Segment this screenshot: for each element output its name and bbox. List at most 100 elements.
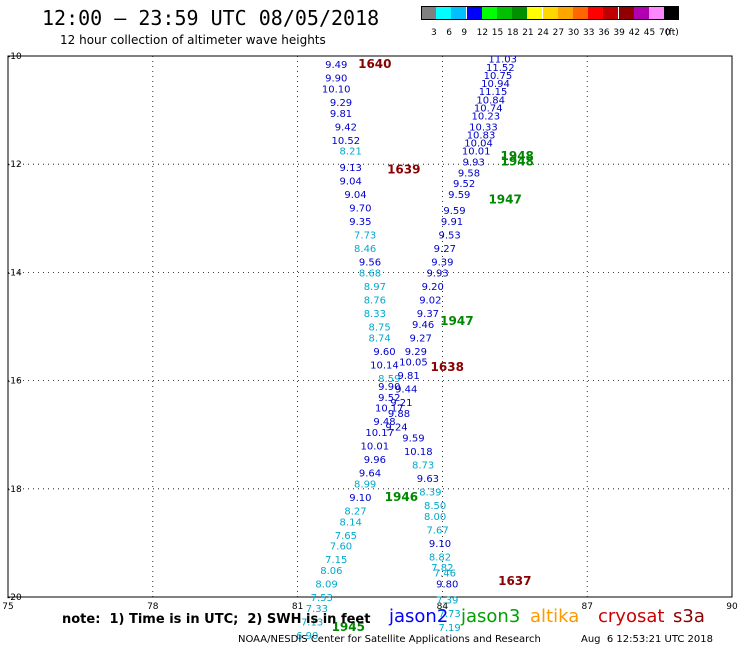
wave-height-label: 10.33 xyxy=(469,122,498,133)
x-tick-label: 75 xyxy=(2,602,13,612)
wave-height-label: 9.93 xyxy=(463,157,485,168)
wave-height-label: 10.10 xyxy=(322,84,351,95)
wave-height-label: 9.70 xyxy=(349,203,371,214)
y-tick-label: -10 xyxy=(7,52,22,62)
wave-height-label: 9.91 xyxy=(441,217,463,228)
colorbar-swatch xyxy=(618,6,634,20)
satellite-altika: altika xyxy=(530,606,580,627)
map-frame xyxy=(7,55,733,598)
wave-height-label: 7.33 xyxy=(306,604,328,615)
x-tick-label: 84 xyxy=(437,602,449,612)
colorbar-label: 45 xyxy=(643,28,656,38)
wave-height-label: 11.52 xyxy=(486,63,515,74)
wave-height-label: 9.29 xyxy=(405,347,427,358)
x-tick-label: 81 xyxy=(292,602,303,612)
x-tick-label: 87 xyxy=(581,602,592,612)
colorbar-label: 33 xyxy=(583,28,595,38)
colorbar-label: 42 xyxy=(628,28,641,38)
wave-height-label: 8.21 xyxy=(340,147,362,158)
colorbar-swatch xyxy=(421,6,436,20)
wave-height-label: 9.46 xyxy=(412,320,434,331)
y-tick-label: -14 xyxy=(7,268,22,278)
wave-height-label: 9.21 xyxy=(390,398,412,409)
wave-height-label: 10.17 xyxy=(365,428,394,439)
wave-height-label: 9.59 xyxy=(402,433,424,444)
wave-height-label: 11.15 xyxy=(479,87,508,98)
time-label: 1638 xyxy=(431,360,464,374)
wave-height-label: 7.73 xyxy=(439,609,461,620)
wave-height-label: 8.46 xyxy=(354,244,376,255)
wave-height-label: 9.27 xyxy=(410,333,432,344)
wave-height-label: 9.81 xyxy=(397,371,419,382)
wave-height-label: 10.75 xyxy=(484,71,513,82)
x-tick-label: 90 xyxy=(726,602,738,612)
wave-height-label: 8.14 xyxy=(340,517,362,528)
footer-timestamp: Aug 6 12:53:21 UTC 2018 xyxy=(581,634,713,645)
wave-height-label: 7.15 xyxy=(325,555,347,566)
wave-height-label: 9.52 xyxy=(453,179,475,190)
wave-height-label: 9.90 xyxy=(378,382,400,393)
wave-height-label: 9.24 xyxy=(385,423,407,434)
wave-height-label: 10.14 xyxy=(370,360,399,371)
wave-height-label: 7.60 xyxy=(330,542,352,553)
colorbar-label: 39 xyxy=(613,28,625,38)
time-label: 1948 xyxy=(501,149,534,163)
colorbar-label: 12 xyxy=(476,28,489,38)
wave-height-label: 8.75 xyxy=(369,323,391,334)
wave-height-label: 8.68 xyxy=(359,268,381,279)
wave-height-label: 9.39 xyxy=(431,258,453,269)
wave-height-label: 8.76 xyxy=(364,295,386,306)
page-subtitle: 12 hour collection of altimeter wave hei… xyxy=(60,33,326,47)
time-label: 1947 xyxy=(440,314,473,328)
wave-height-label: 10.52 xyxy=(332,136,361,147)
wave-height-label: 9.20 xyxy=(422,282,444,293)
colorbar-swatch xyxy=(436,6,452,20)
wave-height-label: 9.27 xyxy=(434,244,456,255)
wave-height-label: 10.23 xyxy=(472,112,501,123)
wave-height-label: 10.04 xyxy=(464,139,493,150)
time-label: 1947 xyxy=(488,192,521,206)
wave-height-label: 9.93 xyxy=(426,268,448,279)
wave-height-label: 9.48 xyxy=(373,417,395,428)
wave-height-label: 7.19 xyxy=(439,623,461,634)
wave-height-label: 6.90 xyxy=(296,631,318,642)
colorbar-swatch xyxy=(466,6,482,20)
colorbar-swatch xyxy=(649,6,664,20)
colorbar-label: 70 xyxy=(659,28,671,38)
colorbar-swatch xyxy=(451,6,467,20)
wave-height-label: 10.17 xyxy=(375,404,404,415)
colorbar-label: 18 xyxy=(507,28,519,38)
y-tick-label: -16 xyxy=(7,377,22,387)
wave-height-label: 8.39 xyxy=(419,488,441,499)
colorbar-swatch xyxy=(557,6,573,20)
wave-height-label: 10.18 xyxy=(404,447,433,458)
wave-height-label: 8.00 xyxy=(424,512,446,523)
colorbar-label: 21 xyxy=(522,28,534,38)
wave-height-label: 9.90 xyxy=(325,74,347,85)
wave-height-label: 9.64 xyxy=(359,469,381,480)
wave-height-label: 7.73 xyxy=(354,231,376,242)
wave-height-label: 9.37 xyxy=(417,309,439,320)
wave-height-label: 9.13 xyxy=(340,163,362,174)
time-label: 1948 xyxy=(501,154,534,168)
wave-height-label: 9.53 xyxy=(439,231,461,242)
wave-height-label: 7.53 xyxy=(311,593,333,604)
satellite-jason3: jason3 xyxy=(461,606,521,627)
satellite-jason2: jason2 xyxy=(389,606,449,627)
y-tick-label: -12 xyxy=(7,160,22,170)
colorbar-swatch xyxy=(664,6,680,20)
wave-height-label: 8.97 xyxy=(364,282,386,293)
legend-note: note: 1) Time is in UTC; 2) SWH is in fe… xyxy=(62,612,371,627)
wave-height-label: 8.27 xyxy=(344,506,366,517)
satellite-s3a: s3a xyxy=(673,606,705,627)
wave-height-label: 10.94 xyxy=(481,79,510,90)
wave-height-label: 9.10 xyxy=(349,493,371,504)
wave-height-label: 9.35 xyxy=(349,217,371,228)
x-tick-label: 78 xyxy=(147,602,159,612)
colorbar-label: 6 xyxy=(446,28,452,38)
wave-height-label: 7.82 xyxy=(431,563,453,574)
colorbar-label: 9 xyxy=(461,28,468,38)
wave-height-label: 10.83 xyxy=(467,130,496,141)
colorbar-swatch xyxy=(542,6,558,20)
